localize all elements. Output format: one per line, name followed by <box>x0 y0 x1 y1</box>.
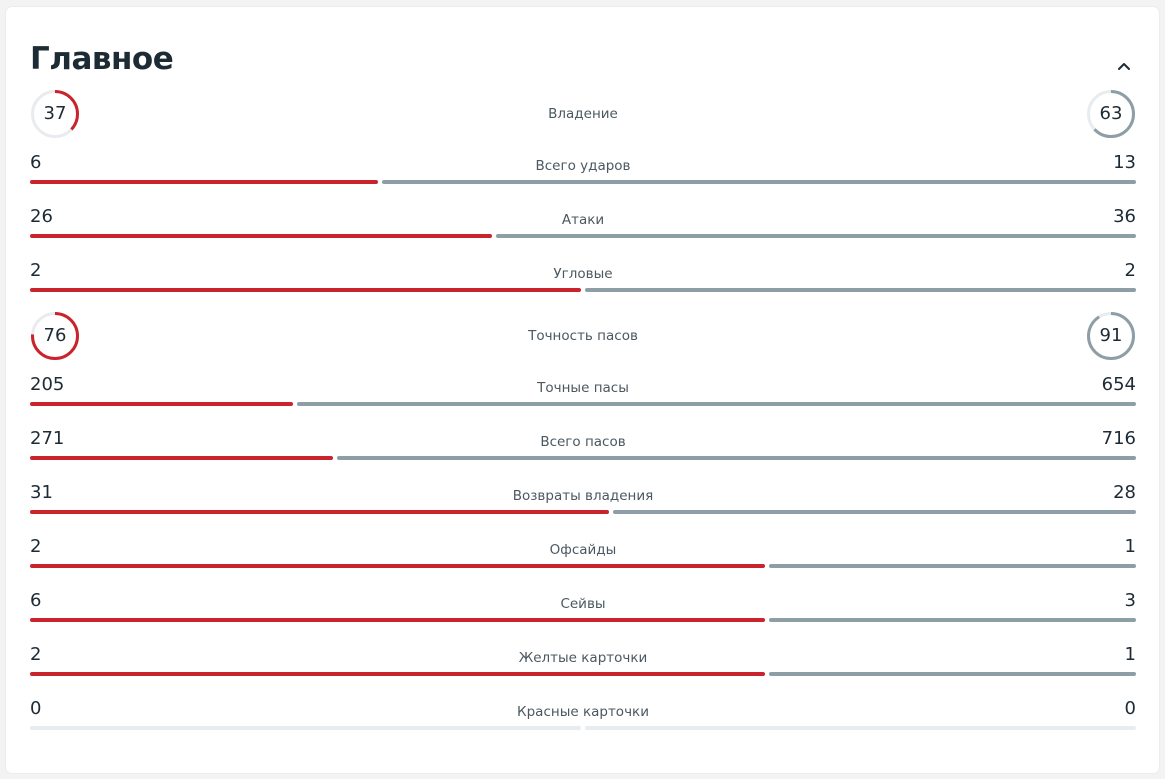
home-bar <box>30 510 609 514</box>
away-possession-ring: 63 <box>1086 89 1136 139</box>
stat-row-offsides: 2 Офсайды 1 <box>30 536 1136 576</box>
away-value: 1 <box>1124 644 1136 665</box>
home-bar <box>30 672 765 676</box>
away-value: 2 <box>1124 260 1136 281</box>
away-bar <box>769 618 1136 622</box>
stat-label: Сейвы <box>560 596 606 612</box>
home-value: 6 <box>30 590 42 611</box>
home-value: 26 <box>30 206 53 227</box>
home-bar <box>30 564 765 568</box>
home-bar <box>30 402 293 406</box>
home-value: 0 <box>30 698 42 719</box>
away-value: 3 <box>1124 590 1136 611</box>
away-value: 1 <box>1124 536 1136 557</box>
stat-row-possession: 37 Владение 63 <box>30 89 1136 139</box>
away-bar <box>337 456 1136 460</box>
home-bar <box>30 618 765 622</box>
stat-row-pass-accuracy: 76 Точность пасов 91 <box>30 311 1136 361</box>
away-bar <box>769 672 1136 676</box>
stat-row-recoveries: 31 Возвраты владения 28 <box>30 482 1136 522</box>
stat-label: Точные пасы <box>537 380 629 396</box>
stat-label: Угловые <box>553 266 613 282</box>
section-title: Главное <box>30 41 174 77</box>
away-bar <box>382 180 1136 184</box>
home-value: 271 <box>30 428 65 449</box>
stat-label: Офсайды <box>549 542 617 558</box>
stat-row-saves: 6 Сейвы 3 <box>30 590 1136 630</box>
home-value: 2 <box>30 536 42 557</box>
away-bar <box>297 402 1136 406</box>
main-stats-card: Главное 37 Владение 63 6 Всего ударов 13 <box>6 7 1159 773</box>
away-accuracy-ring: 91 <box>1086 311 1136 361</box>
away-bar <box>496 234 1136 238</box>
stat-row-total-passes: 271 Всего пасов 716 <box>30 428 1136 468</box>
home-value: 6 <box>30 152 42 173</box>
stat-row-red-cards: 0 Красные карточки 0 <box>30 698 1136 738</box>
stat-label: Желтые карточки <box>518 650 648 666</box>
collapse-button[interactable] <box>1109 51 1139 81</box>
stat-label: Владение <box>548 106 618 122</box>
home-value: 2 <box>30 644 42 665</box>
away-value: 716 <box>1101 428 1136 449</box>
stat-label: Точность пасов <box>528 328 638 344</box>
home-bar <box>30 234 492 238</box>
away-bar <box>585 726 1136 730</box>
away-value: 91 <box>1099 325 1123 346</box>
home-value: 37 <box>43 103 67 124</box>
stat-row-shots: 6 Всего ударов 13 <box>30 152 1136 192</box>
home-value: 76 <box>43 325 67 346</box>
away-value: 36 <box>1113 206 1136 227</box>
home-accuracy-ring: 76 <box>30 311 80 361</box>
home-value: 31 <box>30 482 53 503</box>
home-bar <box>30 726 581 730</box>
away-value: 13 <box>1113 152 1136 173</box>
stat-label: Возвраты владения <box>512 488 654 504</box>
home-value: 205 <box>30 374 65 395</box>
stat-row-corners: 2 Угловые 2 <box>30 260 1136 300</box>
home-bar <box>30 288 581 292</box>
away-bar <box>613 510 1136 514</box>
away-value: 654 <box>1101 374 1136 395</box>
away-value: 0 <box>1124 698 1136 719</box>
stat-label: Красные карточки <box>517 704 649 720</box>
stat-label: Всего пасов <box>540 434 626 450</box>
home-value: 2 <box>30 260 42 281</box>
stat-row-yellow-cards: 2 Желтые карточки 1 <box>30 644 1136 684</box>
stat-label: Атаки <box>561 212 605 228</box>
stat-row-attacks: 26 Атаки 36 <box>30 206 1136 246</box>
home-bar <box>30 456 333 460</box>
away-value: 28 <box>1113 482 1136 503</box>
stat-label: Всего ударов <box>535 158 631 174</box>
home-bar <box>30 180 378 184</box>
stat-row-accurate-passes: 205 Точные пасы 654 <box>30 374 1136 414</box>
away-bar <box>769 564 1136 568</box>
home-possession-ring: 37 <box>30 89 80 139</box>
chevron-up-icon <box>1118 63 1130 70</box>
away-bar <box>585 288 1136 292</box>
away-value: 63 <box>1099 103 1123 124</box>
